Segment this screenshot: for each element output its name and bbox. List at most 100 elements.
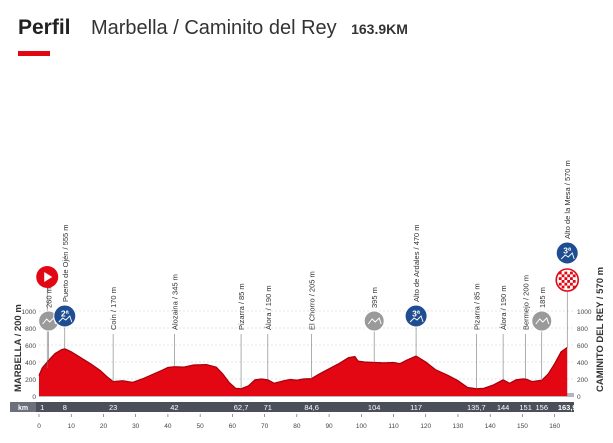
sprint-mountain-glyph	[535, 317, 550, 325]
km-marker: 8	[63, 403, 67, 412]
x-tick-label: 90	[325, 423, 333, 430]
y-tick-label-left: 800	[25, 326, 36, 333]
finish-flag-square	[564, 282, 568, 286]
x-tick-label: 140	[485, 423, 496, 430]
y-tick-label-left: 0	[32, 394, 36, 401]
annotation-label: Alto de la Mesa / 570 m	[563, 160, 572, 239]
sprint-mountain-glyph	[367, 317, 382, 325]
km-bar-header-cell	[10, 402, 36, 412]
finish-flag-square	[570, 282, 573, 286]
finish-flag-square	[558, 271, 562, 275]
annotation-label: Pizarra / 85 m	[237, 283, 246, 330]
climb-category: 2ª	[61, 309, 70, 319]
finish-location-label: CAMINITO DEL REY / 570 m	[595, 267, 606, 392]
annotation-label: El Chorro / 205 m	[308, 271, 317, 330]
finish-flag-square	[570, 277, 573, 280]
km-marker: 104	[368, 403, 381, 412]
km-marker: 163,9	[558, 403, 577, 412]
annotation-labels: 260 m Puerto de Ojén / 555 m Coín / 170 m A…	[45, 160, 573, 330]
y-tick-label-right: 200	[577, 377, 588, 384]
finish-flag-square	[572, 285, 576, 289]
x-tick-label: 70	[261, 423, 269, 430]
annotation-label: 185 m	[538, 287, 547, 308]
y-tick-label-left: 1000	[22, 309, 37, 316]
y-tick-label-right: 0	[577, 394, 581, 401]
km-marker: 135,7	[467, 403, 486, 412]
profile-line	[38, 347, 568, 390]
annotation-label: Álora / 190 m	[264, 285, 273, 330]
km-bar-header: km	[18, 405, 28, 412]
finish-flag-square	[561, 280, 565, 283]
finish-flag-icon	[555, 268, 580, 292]
climb-category: 3ª	[563, 246, 572, 256]
x-tick-label: 40	[164, 423, 172, 430]
page-title: Perfil	[18, 16, 71, 39]
x-tick-label: 30	[132, 423, 140, 430]
x-tick-label: 120	[420, 423, 431, 430]
start-location-label: MARBELLA / 200 m	[13, 304, 24, 392]
finish-flag-square	[558, 277, 562, 280]
annotation-label: 260 m	[45, 287, 54, 308]
climb-mountain-glyph	[560, 252, 575, 260]
finish-flag-square	[558, 282, 562, 286]
y-tick-label-left: 600	[25, 343, 36, 350]
y-tick-label-right: 600	[577, 343, 588, 350]
km-marker: 71	[264, 403, 272, 412]
x-tick-label: 60	[229, 423, 237, 430]
x-tick-label: 150	[517, 423, 528, 430]
climb-category: 3ª	[412, 309, 421, 319]
gridlines	[39, 310, 574, 380]
annotation-label: Bermejo / 200 m	[522, 275, 531, 330]
km-marker: 156	[536, 403, 549, 412]
profile-area	[38, 347, 568, 396]
finish-flag-square	[561, 285, 565, 289]
km-marker: 23	[109, 403, 117, 412]
title-accent-bar	[18, 51, 50, 56]
y-tick-label-right: 400	[577, 360, 588, 367]
annotation-lines	[46, 288, 568, 389]
km-marker: 42	[170, 403, 178, 412]
y-tick-label-left: 200	[25, 377, 36, 384]
km-marker: 144	[497, 403, 510, 412]
km-marker: 117	[410, 403, 422, 412]
km-marker: 84,6	[304, 403, 319, 412]
finish-flag-square	[564, 271, 568, 275]
profile-fill	[39, 347, 568, 396]
annotation-label: Puerto de Ojén / 555 m	[61, 224, 70, 302]
stage-distance: 163.9KM	[351, 21, 408, 37]
x-tick-label: 110	[388, 423, 399, 430]
route-name: Marbella / Caminito del Rey	[90, 17, 337, 39]
finish-flag-square	[567, 274, 571, 278]
annotation-icons: 2ª 3ª 3ª	[36, 241, 580, 332]
y-tick-label-left: 400	[25, 360, 36, 367]
x-tick-label: 50	[197, 423, 205, 430]
climb-mountain-glyph	[58, 315, 73, 323]
y-tick-label-right: 1000	[577, 309, 592, 316]
climb-mountain-glyph	[409, 315, 424, 323]
km-bar-background	[10, 402, 574, 412]
annotation-label: Alozaina / 345 m	[170, 274, 179, 330]
annotation-label: 395 m	[370, 287, 379, 308]
finish-flag-square	[572, 274, 576, 278]
x-tick-label: 130	[453, 423, 464, 430]
y-tick-label-right: 800	[577, 326, 588, 333]
km-marker: 151	[519, 403, 532, 412]
annotation-label: Coín / 170 m	[109, 287, 118, 330]
y-axis: 0 0 200 200 400 400 600 600 800 800 1000 1000	[22, 309, 592, 401]
km-marker: 62,7	[234, 403, 249, 412]
annotation-label: Alto de Ardales / 470 m	[412, 224, 421, 302]
x-tick-label: 100	[356, 423, 367, 430]
finish-flag-square	[564, 277, 568, 280]
finish-flag-square	[572, 280, 576, 283]
km-marker-bar: km 1 8 23 42 62,7 71 84,6 104 117 135,7 144 151 156 16…	[10, 402, 577, 412]
finish-flag-square	[561, 274, 565, 278]
x-tick-label: 80	[293, 423, 301, 430]
x-tick-label: 20	[100, 423, 108, 430]
x-axis: 0 10 20 30 40 50 60 70 80 90 100 110 120 130 140 150 160	[37, 414, 560, 430]
finish-flag-square	[567, 280, 571, 283]
km-marker: 1	[40, 403, 44, 412]
annotation-label: Álora / 190 m	[499, 285, 508, 330]
x-tick-label: 10	[68, 423, 76, 430]
stage-header: Perfil Marbella / Caminito del Rey 163.9…	[18, 16, 408, 46]
